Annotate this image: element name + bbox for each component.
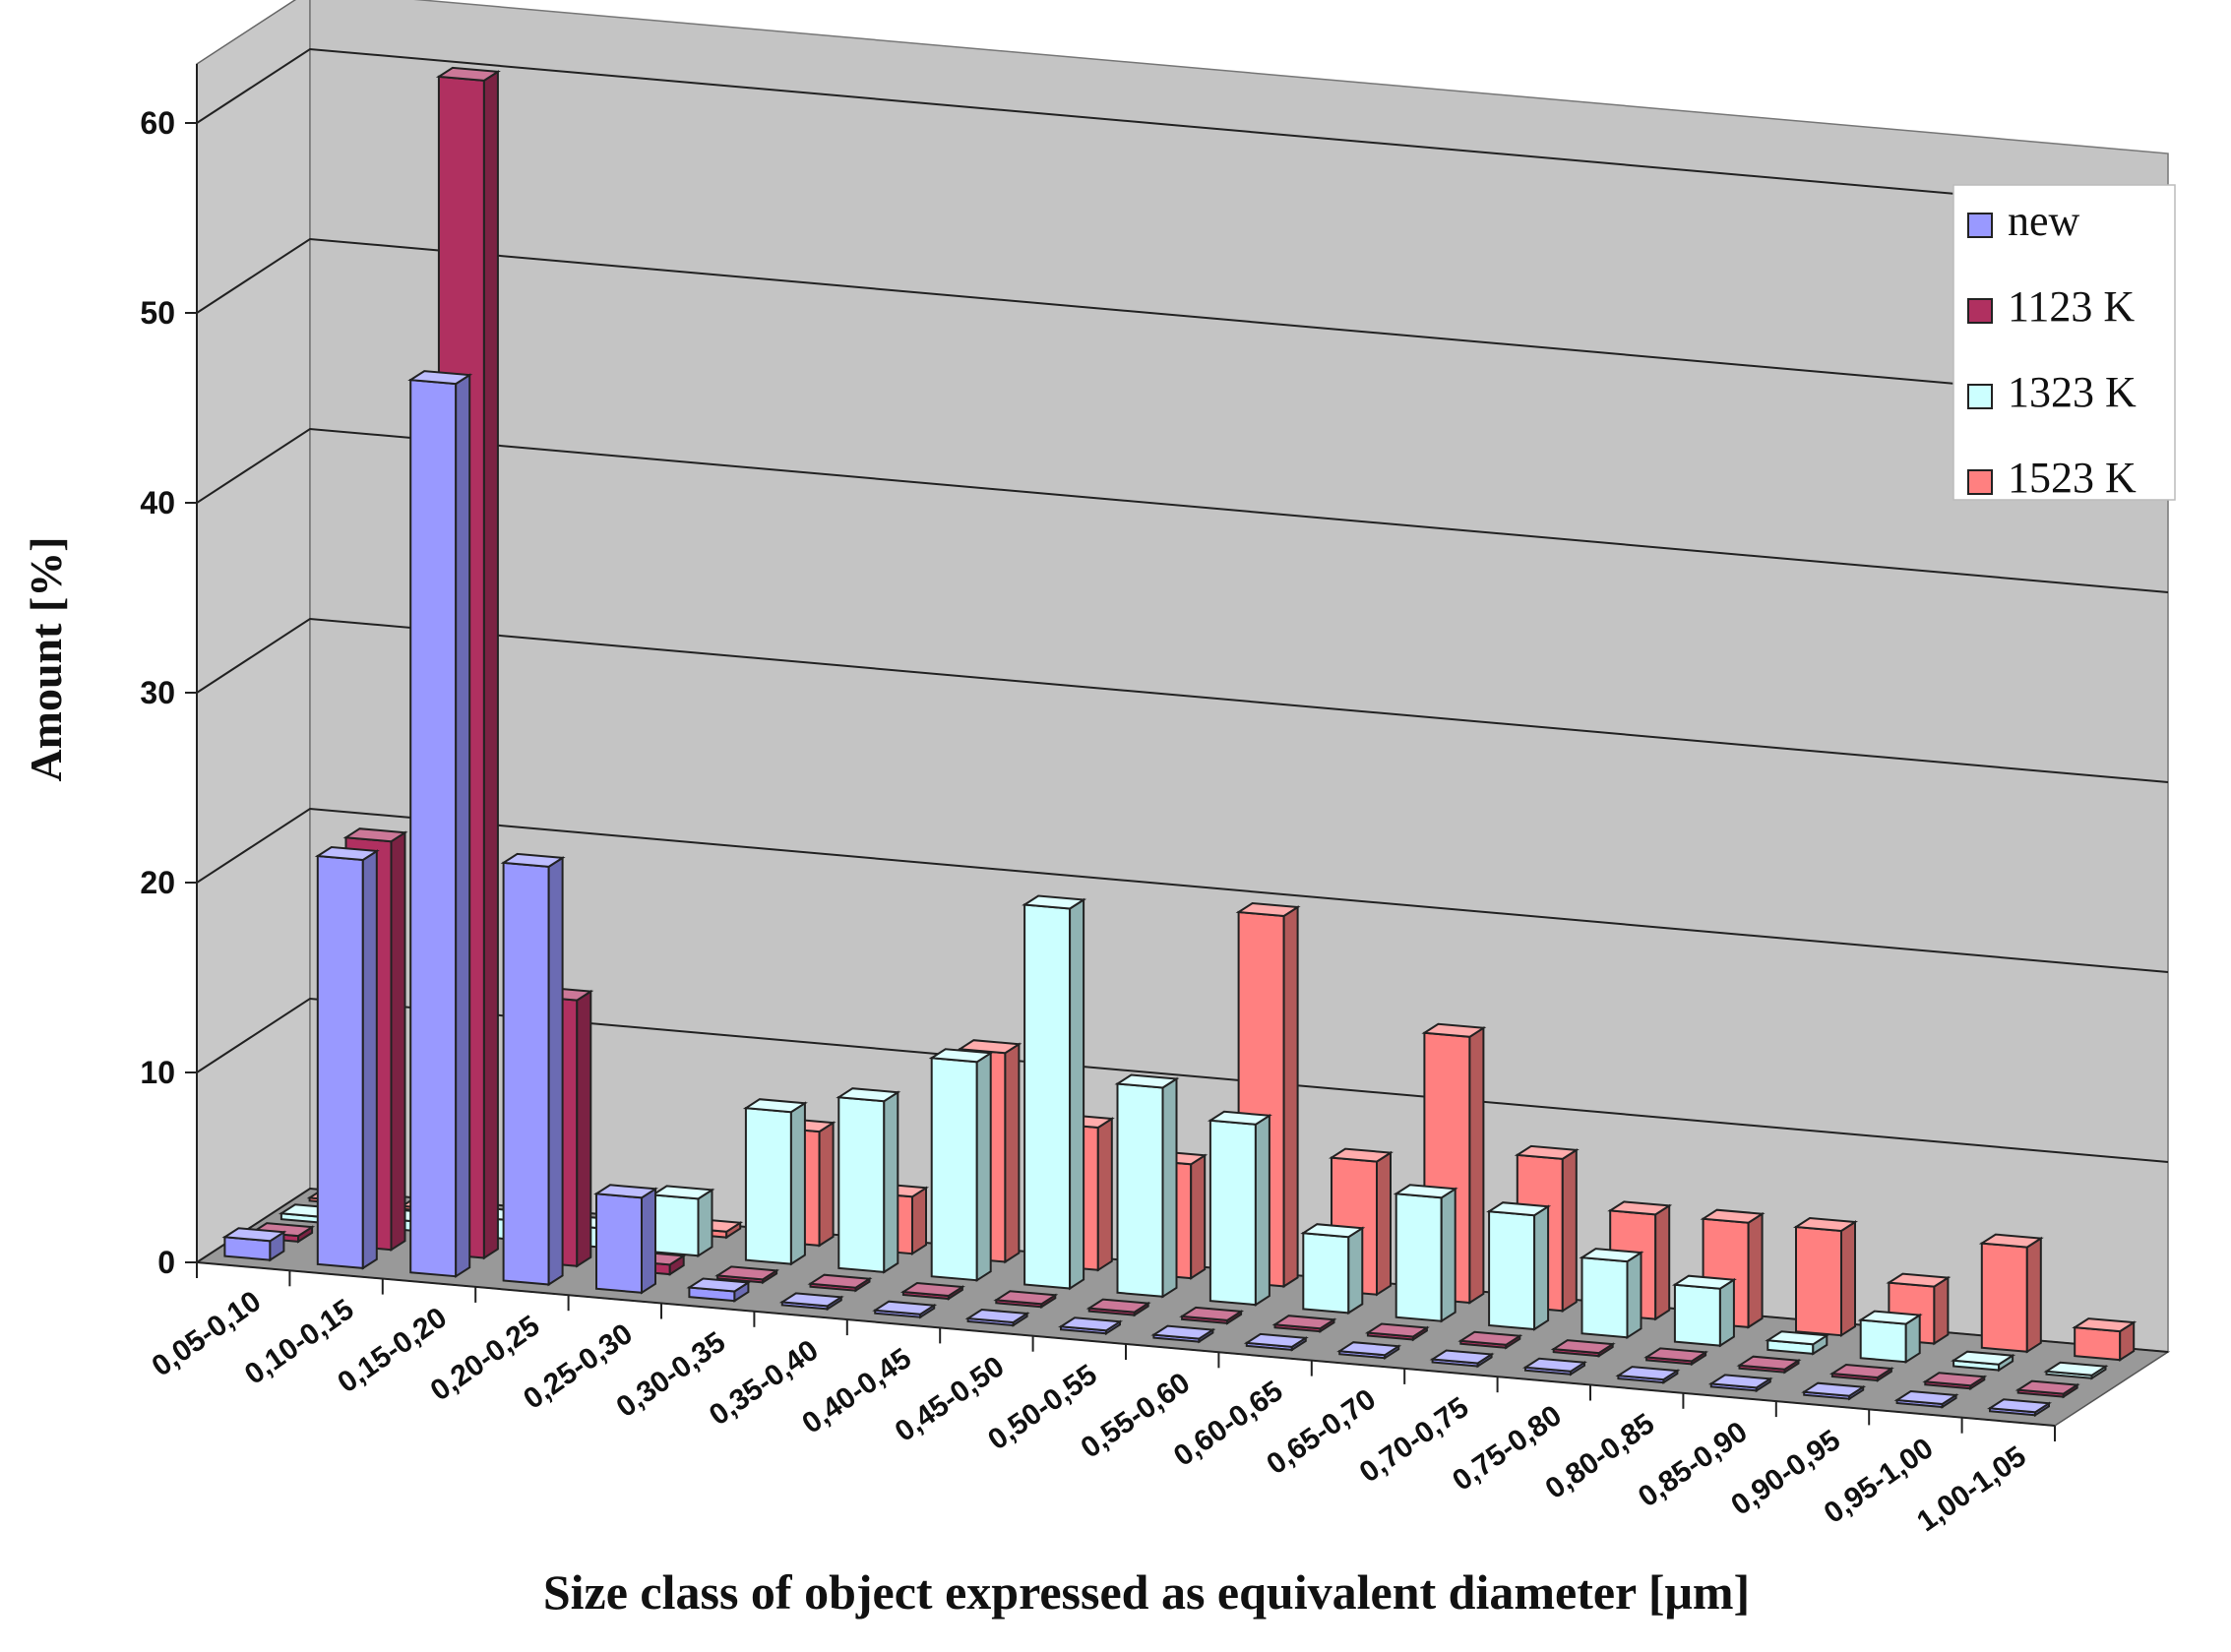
bar-1523-k-18 bbox=[1978, 1233, 2044, 1354]
bar-new-12 bbox=[1336, 1341, 1402, 1361]
bar-new-18 bbox=[1893, 1389, 1959, 1409]
y-tick-label: 10 bbox=[140, 1055, 175, 1090]
bar-new-14 bbox=[1521, 1357, 1588, 1377]
bar-1123-k-13 bbox=[1457, 1330, 1523, 1350]
bar-1123-k-6 bbox=[807, 1273, 873, 1293]
bar-new-10 bbox=[1150, 1324, 1216, 1344]
bar-1323-k-17 bbox=[1857, 1310, 1923, 1365]
bar-1123-k-18 bbox=[1922, 1372, 1988, 1391]
bar-new-15 bbox=[1615, 1366, 1681, 1384]
bar-new-3 bbox=[500, 852, 566, 1287]
bar-new-0 bbox=[221, 1227, 287, 1262]
bar-1323-k-18 bbox=[1951, 1350, 2016, 1373]
gridlines bbox=[196, 47, 2169, 1353]
bar-1323-k-15 bbox=[1671, 1274, 1737, 1348]
bar-new-2 bbox=[407, 370, 473, 1279]
bar-new-9 bbox=[1057, 1316, 1124, 1336]
bar-1323-k-9 bbox=[1114, 1073, 1180, 1299]
bar-1323-k-12 bbox=[1393, 1184, 1458, 1323]
bar-1123-k-19 bbox=[2014, 1379, 2080, 1399]
bar-new-17 bbox=[1801, 1381, 1867, 1401]
bar-1323-k-19 bbox=[2043, 1361, 2109, 1380]
legend-label: 1123 K bbox=[2008, 282, 2135, 331]
y-axis-title: Amount [%] bbox=[21, 536, 71, 781]
bar-new-6 bbox=[778, 1292, 844, 1312]
bar-1523-k-16 bbox=[1792, 1216, 1859, 1338]
bar-1323-k-8 bbox=[1022, 894, 1087, 1291]
bar-1123-k-7 bbox=[899, 1281, 965, 1301]
bars bbox=[221, 66, 2138, 1418]
bar-new-5 bbox=[686, 1277, 752, 1303]
bar-1323-k-5 bbox=[742, 1098, 808, 1266]
bar-1123-k-5 bbox=[714, 1265, 780, 1285]
bar-new-8 bbox=[964, 1308, 1030, 1327]
legend: new 1123 K 1323 K 1523 K bbox=[1952, 184, 2176, 502]
gridline bbox=[196, 47, 2169, 214]
bar-1123-k-14 bbox=[1550, 1339, 1616, 1358]
gridline bbox=[196, 807, 2169, 973]
bar-1523-k-17 bbox=[1886, 1272, 1952, 1346]
y-tick-label: 0 bbox=[157, 1245, 175, 1280]
bar-new-7 bbox=[872, 1300, 938, 1319]
bar-1323-k-14 bbox=[1579, 1248, 1644, 1340]
bar-new-11 bbox=[1243, 1332, 1309, 1352]
y-tick-label: 20 bbox=[140, 865, 175, 900]
bar-1123-k-16 bbox=[1736, 1355, 1802, 1375]
bar-1323-k-16 bbox=[1765, 1330, 1830, 1356]
y-tick-label: 40 bbox=[140, 485, 175, 520]
bar-1123-k-12 bbox=[1364, 1322, 1430, 1342]
legend-swatch bbox=[1967, 213, 1993, 238]
bar-new-1 bbox=[314, 845, 380, 1270]
gridline bbox=[196, 617, 2169, 783]
gridline bbox=[196, 427, 2169, 593]
y-tick-label: 60 bbox=[140, 105, 175, 141]
bar-new-16 bbox=[1707, 1374, 1773, 1393]
y-tick-label: 50 bbox=[140, 295, 175, 331]
y-axis-ticks: 0 10 20 30 40 50 60 bbox=[140, 64, 198, 1280]
bar-new-4 bbox=[592, 1184, 659, 1295]
x-axis-title: Size class of object expressed as equiva… bbox=[543, 1564, 1750, 1620]
side-wall bbox=[196, 0, 311, 1264]
legend-label: new bbox=[2008, 197, 2080, 245]
bar-1123-k-8 bbox=[993, 1290, 1059, 1310]
bar-1123-k-9 bbox=[1085, 1298, 1151, 1317]
gridline bbox=[196, 997, 2169, 1163]
bar-1123-k-11 bbox=[1271, 1315, 1337, 1334]
legend-swatch bbox=[1967, 384, 1993, 409]
bar-1323-k-13 bbox=[1486, 1201, 1552, 1331]
y-tick-label: 30 bbox=[140, 675, 175, 710]
bar-1523-k-19 bbox=[2072, 1317, 2138, 1362]
bar-1123-k-15 bbox=[1643, 1347, 1709, 1367]
bar-1323-k-10 bbox=[1207, 1110, 1272, 1307]
legend-label: 1323 K bbox=[2008, 368, 2137, 416]
bar-1123-k-17 bbox=[1828, 1363, 1894, 1382]
legend-label: 1523 K bbox=[2008, 454, 2137, 502]
legend-swatch bbox=[1967, 469, 1993, 495]
bar-1123-k-10 bbox=[1179, 1306, 1245, 1325]
bar-1323-k-6 bbox=[836, 1087, 901, 1274]
legend-swatch bbox=[1967, 298, 1993, 324]
bar-new-19 bbox=[1986, 1398, 2053, 1418]
bar-1323-k-11 bbox=[1300, 1223, 1366, 1315]
bar-1323-k-4 bbox=[650, 1185, 715, 1258]
bar-1323-k-7 bbox=[928, 1048, 994, 1283]
gridline bbox=[196, 237, 2169, 403]
bar-new-13 bbox=[1429, 1349, 1495, 1369]
